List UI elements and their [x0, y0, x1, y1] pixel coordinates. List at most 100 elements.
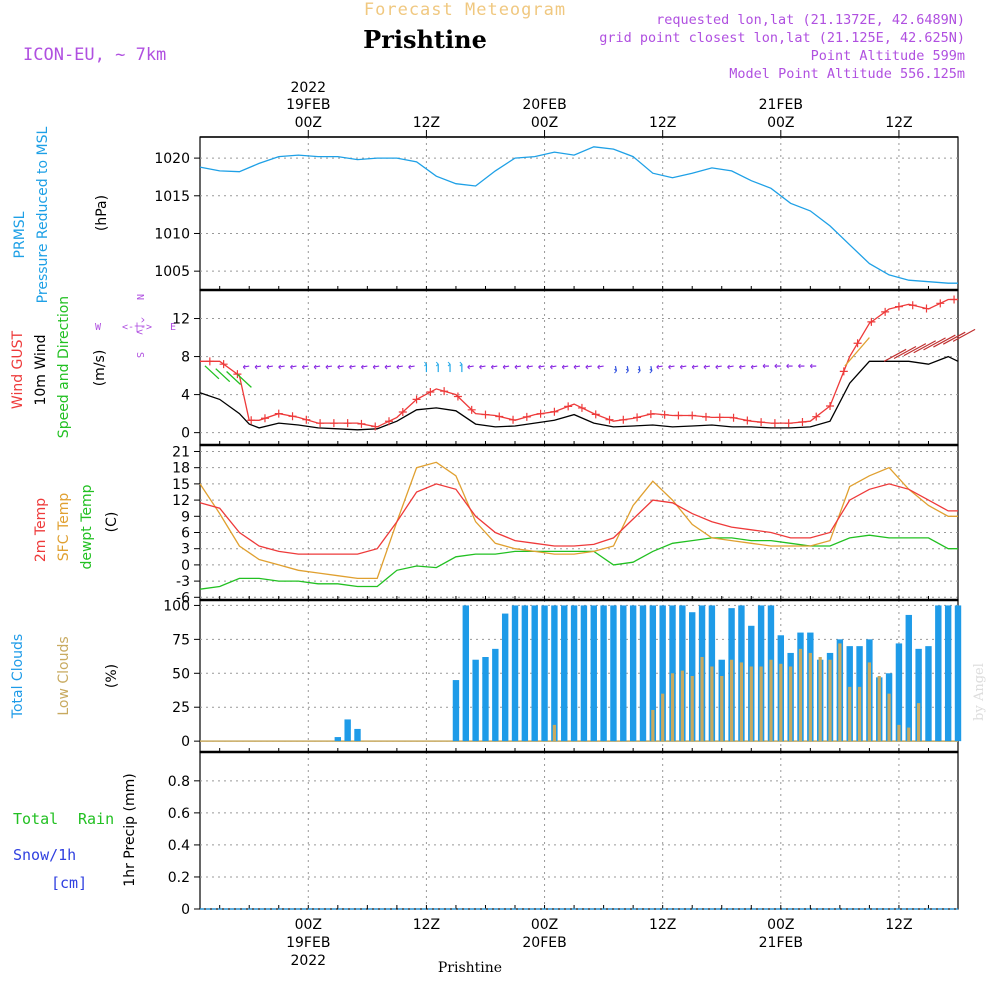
- chart-title: Prishtine: [363, 25, 487, 54]
- y-tick-label: 0.8: [168, 774, 190, 790]
- wind-arrow: [384, 365, 392, 368]
- low-cloud-bar: [857, 686, 862, 742]
- wind-arrow-head: [396, 364, 400, 370]
- wind-arrow-head: [424, 361, 427, 367]
- wind-gust-line: [200, 298, 958, 428]
- wind-barb: [952, 328, 976, 342]
- compass-south: S: [134, 352, 145, 358]
- gust-marker: [743, 416, 752, 425]
- wind-arrow-head: [538, 364, 541, 370]
- wind-arrow-start: [204, 365, 220, 380]
- wind-arrow-head: [691, 364, 695, 370]
- gust-marker: [495, 412, 504, 421]
- total-cloud-bar: [334, 737, 342, 742]
- gust-marker: [950, 295, 959, 304]
- cloud-unit: (%): [104, 664, 120, 688]
- x-date-label-bottom: 20FEB: [522, 935, 566, 951]
- wind-arrow-head: [467, 364, 471, 370]
- x-hour-label-top: 00Z: [767, 115, 794, 131]
- y-tick-label: 0: [181, 902, 190, 918]
- low-cloud-bar: [680, 670, 684, 742]
- low-cloud-bar: [749, 666, 753, 742]
- wind-arrow-head: [502, 364, 506, 370]
- wind-arrow-head: [337, 364, 341, 370]
- wind-arrow-head: [266, 364, 270, 370]
- low-cloud-bar: [789, 666, 793, 742]
- wind-arrow: [290, 365, 297, 368]
- wind-arrow: [715, 365, 722, 368]
- low-cloud-bar: [700, 657, 704, 742]
- low-cloud-bar: [887, 693, 891, 742]
- gust-marker: [674, 411, 683, 420]
- total-cloud-bar: [344, 719, 351, 742]
- wind-barb: [913, 340, 936, 354]
- x-date-label-top: 20FEB: [522, 97, 566, 113]
- gust-marker: [646, 410, 655, 419]
- wind-arrow-head: [254, 364, 258, 370]
- wind-arrow-head: [447, 361, 451, 367]
- y-tick-label: -3: [176, 574, 190, 590]
- y-tick-label: 9: [181, 509, 190, 525]
- low-cloud-bar: [670, 673, 675, 742]
- wind-arrow: [597, 365, 604, 368]
- total-cloud-bar: [354, 728, 361, 742]
- pressure-title-2: Pressure Reduced to MSL: [35, 126, 51, 303]
- wind-arrow: [514, 365, 522, 368]
- wind-arrow-head: [435, 361, 439, 367]
- gust-marker: [908, 301, 917, 310]
- gust-marker: [398, 408, 407, 417]
- wind-arrow-head: [762, 363, 766, 369]
- y-tick-label: 50: [172, 666, 190, 682]
- wind-arrow-head: [774, 363, 778, 369]
- wind-gust-markers: [205, 295, 959, 431]
- gust-marker: [853, 339, 862, 348]
- total-cloud-bar: [531, 605, 538, 742]
- grid-coords: grid point closest lon,lat (21.125E, 42.…: [599, 30, 965, 46]
- gust-marker: [605, 415, 614, 424]
- low-cloud-bar: [848, 686, 852, 742]
- gust-marker: [343, 419, 352, 428]
- temp-unit: (C): [104, 512, 120, 533]
- x-hour-label-bottom: 12Z: [413, 917, 440, 933]
- total-cloud-bar: [649, 605, 657, 742]
- low-cloud-bar: [917, 703, 921, 742]
- total-cloud-bar: [895, 643, 903, 742]
- wind-arrow-head: [325, 364, 329, 370]
- wind-arrow-head: [459, 361, 463, 367]
- y-tick-label: -6: [176, 590, 190, 606]
- y-tick-label: 0.4: [168, 838, 190, 854]
- gust-marker: [688, 411, 697, 420]
- total-cloud-bar: [935, 605, 942, 742]
- panel-frame: [199, 751, 959, 910]
- y-tick-label: 4: [181, 388, 190, 404]
- y-tick-label: 1020: [154, 151, 190, 167]
- wind-arrow: [302, 365, 309, 368]
- wind-arrow-head: [585, 364, 589, 370]
- gust-marker: [798, 417, 807, 426]
- total-cloud-bar: [521, 605, 529, 742]
- y-tick-label: 0: [181, 426, 190, 442]
- gust-marker: [894, 302, 903, 311]
- low-cloud-bar: [907, 727, 911, 742]
- gust-marker: [839, 367, 848, 376]
- pressure-line: [199, 146, 958, 284]
- y-tick-label: 3: [181, 542, 190, 558]
- wind-arrow-start: [236, 373, 252, 388]
- total-cloud-bar: [600, 605, 607, 742]
- wind-arrow-head: [349, 364, 352, 370]
- low-cloud-bar: [838, 643, 842, 742]
- wind-10m-title: 10m Wind: [33, 334, 49, 405]
- total-cloud-bar: [570, 605, 578, 742]
- wind-arrow-head: [798, 363, 801, 369]
- rain-title-1: Total: [13, 810, 58, 828]
- gust-marker: [591, 410, 600, 419]
- wind-arrow-head: [384, 364, 388, 370]
- total-cloud-bar: [462, 605, 469, 742]
- wind-arrow-head: [526, 364, 530, 370]
- gust-marker: [274, 409, 283, 418]
- wind-arrow: [254, 365, 262, 368]
- precip-y-ticks: 0 0.2 0.4 0.6 0.8: [168, 774, 200, 918]
- x-date-label-top: 21FEB: [759, 97, 803, 113]
- gust-marker: [467, 405, 476, 414]
- wind-arrow: [491, 365, 498, 368]
